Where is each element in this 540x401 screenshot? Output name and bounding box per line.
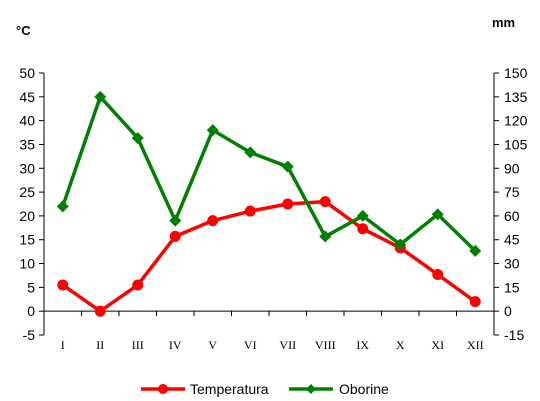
- left-axis-tick-label: 0: [27, 303, 35, 319]
- precip-data-point: [469, 244, 482, 257]
- series-layer: [56, 90, 482, 317]
- precip-data-point: [356, 209, 369, 222]
- precip-data-point: [131, 132, 144, 145]
- left-axis-unit: °C: [16, 23, 31, 38]
- precip-data-point: [394, 238, 407, 251]
- temp-data-point: [207, 215, 219, 227]
- right-axis-tick-label: 60: [504, 208, 520, 224]
- temp-data-point: [57, 279, 69, 291]
- temp-data-point: [132, 279, 144, 291]
- temp-legend-marker: [158, 384, 168, 394]
- precip-data-point: [431, 208, 444, 221]
- x-axis-tick-label: XII: [467, 338, 484, 352]
- left-axis-tick-label: 35: [19, 136, 35, 152]
- right-axis-tick-label: 45: [504, 232, 520, 248]
- temp-data-point: [469, 296, 481, 308]
- temp-data-point: [94, 305, 106, 317]
- precip-series-line: [61, 95, 477, 253]
- right-axis-tick-label: 15: [504, 279, 520, 295]
- precip-legend-label: Oborine: [339, 381, 389, 397]
- temp-data-point: [432, 269, 444, 281]
- left-axis-tick-label: 15: [19, 232, 35, 248]
- temp-data-point: [319, 196, 331, 208]
- right-axis-tick-label: 105: [504, 136, 528, 152]
- x-axis-tick-label: XI: [431, 338, 444, 352]
- precip-data-point: [244, 146, 257, 159]
- right-axis-tick-label: 150: [504, 65, 528, 81]
- left-axis-tick-label: 30: [19, 160, 35, 176]
- left-axis-tick-label: -5: [23, 327, 36, 343]
- temp-data-point: [357, 223, 369, 235]
- x-axis-tick-label: III: [132, 338, 144, 352]
- precip-data-point: [169, 214, 182, 227]
- x-axis-tick-label: V: [208, 338, 217, 352]
- x-axis-tick-label: I: [61, 338, 65, 352]
- precip-data-point: [56, 200, 69, 213]
- x-axis-tick-label: II: [96, 338, 104, 352]
- x-axis-tick-label: IX: [356, 338, 369, 352]
- precip-data-point: [281, 160, 294, 173]
- ticks-layer: -5 0 5 10 15 20 25 30 35 40 45 50 -15 0 15 30 45 60 75 90 10…: [19, 65, 527, 352]
- left-axis-tick-label: 50: [19, 65, 35, 81]
- left-axis-tick-label: 10: [19, 256, 35, 272]
- right-axis-tick-label: 135: [504, 89, 528, 105]
- axes-layer: [43, 73, 495, 335]
- temp-series-line: [61, 199, 477, 313]
- precip-legend-marker: [306, 384, 316, 394]
- temp-data-point: [282, 198, 294, 210]
- temp-data-point: [169, 230, 181, 242]
- x-axis-tick-label: VIII: [315, 338, 336, 352]
- right-axis-tick-label: -15: [504, 327, 524, 343]
- left-axis-tick-label: 20: [19, 208, 35, 224]
- temp-legend-label: Temperatura: [190, 381, 269, 397]
- right-axis-tick-label: 0: [504, 303, 512, 319]
- right-axis-tick-label: 90: [504, 160, 520, 176]
- left-axis-tick-label: 45: [19, 89, 35, 105]
- legend: Temperatura Oborine: [141, 381, 389, 397]
- x-axis-tick-label: VII: [279, 338, 296, 352]
- right-axis-unit: mm: [492, 15, 515, 30]
- precip-data-point: [206, 124, 219, 137]
- x-axis-tick-label: IV: [169, 338, 182, 352]
- left-axis-tick-label: 5: [27, 279, 35, 295]
- x-axis-tick-label: VI: [244, 338, 257, 352]
- x-axis-tick-label: X: [396, 338, 405, 352]
- left-axis-tick-label: 40: [19, 113, 35, 129]
- precip-data-point: [94, 90, 107, 103]
- right-axis-tick-label: 30: [504, 256, 520, 272]
- precip-data-point: [319, 230, 332, 243]
- right-axis-tick-label: 75: [504, 184, 520, 200]
- temp-data-point: [244, 205, 256, 217]
- right-axis-tick-label: 120: [504, 113, 528, 129]
- left-axis-tick-label: 25: [19, 184, 35, 200]
